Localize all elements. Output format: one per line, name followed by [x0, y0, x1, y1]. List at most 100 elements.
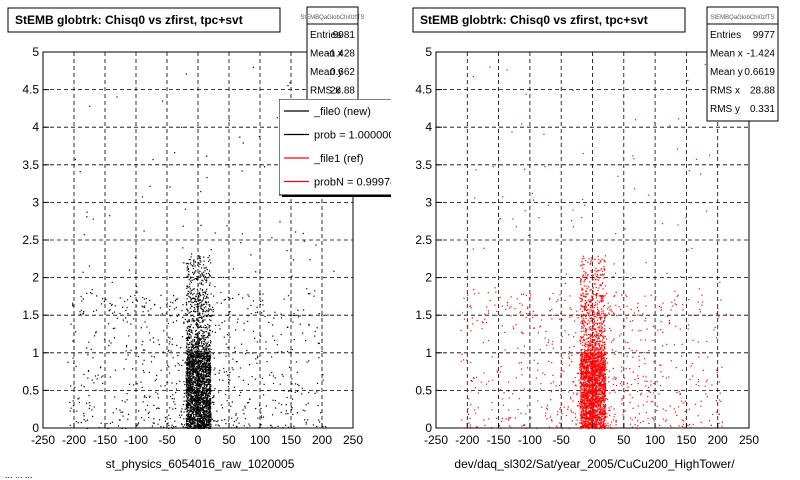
data-point	[169, 337, 171, 339]
data-point	[188, 424, 191, 426]
data-point	[200, 424, 202, 426]
data-point	[190, 357, 192, 360]
data-point	[593, 423, 595, 425]
data-point	[189, 334, 191, 336]
data-point	[102, 298, 104, 300]
data-point	[199, 386, 201, 388]
data-point	[296, 412, 299, 414]
data-point	[209, 356, 211, 358]
data-point	[198, 409, 200, 411]
data-point	[204, 301, 206, 304]
data-point	[204, 319, 206, 321]
data-point	[204, 381, 206, 383]
data-point	[206, 422, 208, 424]
data-point	[209, 275, 211, 277]
data-point	[194, 404, 196, 406]
data-point	[208, 366, 210, 368]
data-point	[195, 350, 197, 352]
data-point	[115, 408, 117, 410]
data-point	[168, 424, 170, 426]
data-point	[116, 317, 118, 319]
data-point	[213, 403, 215, 405]
data-point	[70, 407, 72, 409]
data-point	[99, 367, 102, 369]
data-point	[200, 375, 202, 377]
data-point	[283, 298, 285, 300]
data-point	[202, 392, 204, 394]
data-point	[174, 365, 176, 367]
data-point	[599, 368, 601, 370]
data-point	[204, 414, 206, 416]
data-point	[207, 336, 209, 338]
data-point	[308, 391, 310, 394]
data-point	[186, 358, 188, 360]
data-point	[206, 402, 208, 404]
data-point	[142, 401, 144, 403]
data-point	[206, 280, 208, 282]
data-point	[192, 302, 194, 304]
data-point	[204, 366, 206, 368]
data-point	[585, 366, 587, 369]
data-point	[592, 359, 594, 361]
data-point	[109, 422, 112, 425]
data-point	[593, 359, 595, 361]
data-point	[199, 402, 202, 404]
data-point	[187, 369, 189, 371]
data-point	[205, 355, 207, 357]
data-point	[189, 390, 191, 392]
data-point	[594, 358, 596, 360]
data-point	[600, 360, 602, 362]
data-point	[126, 344, 128, 347]
data-point	[197, 398, 199, 400]
data-point	[602, 359, 605, 361]
data-point	[110, 342, 112, 344]
data-point	[189, 366, 191, 369]
data-point	[317, 342, 319, 344]
data-point	[194, 419, 196, 421]
data-point	[179, 380, 181, 382]
data-point	[195, 376, 198, 378]
data-point	[591, 361, 593, 363]
data-point	[83, 412, 85, 415]
data-point	[207, 382, 209, 384]
data-point	[186, 345, 188, 347]
data-point	[191, 385, 193, 387]
data-point	[199, 293, 201, 296]
data-point	[188, 320, 191, 322]
y-tick-label: 0	[32, 421, 39, 435]
data-point	[194, 397, 196, 399]
data-point	[208, 383, 210, 385]
data-point	[185, 418, 187, 420]
data-point	[580, 372, 583, 374]
data-point	[185, 350, 187, 352]
data-point	[80, 384, 83, 386]
data-point	[195, 348, 197, 350]
data-point	[153, 303, 156, 305]
data-point	[194, 362, 196, 365]
data-point	[208, 344, 210, 346]
data-point	[78, 401, 80, 404]
data-point	[186, 418, 188, 421]
data-point	[193, 365, 196, 367]
data-point	[205, 337, 207, 339]
data-point	[206, 389, 208, 391]
data-point	[595, 397, 597, 399]
data-point	[291, 383, 293, 385]
data-point	[192, 411, 194, 413]
data-point	[197, 333, 199, 335]
data-point	[191, 427, 193, 430]
data-point	[234, 351, 236, 353]
data-point	[153, 422, 155, 424]
data-point	[195, 397, 197, 400]
data-point	[207, 294, 209, 296]
data-point	[196, 379, 198, 381]
data-point	[590, 366, 592, 368]
data-point	[200, 426, 202, 428]
data-point	[585, 366, 587, 368]
data-point	[203, 310, 205, 312]
data-point	[589, 391, 591, 393]
data-point	[210, 275, 212, 277]
data-point	[127, 354, 129, 356]
data-point	[581, 421, 584, 423]
data-point	[160, 369, 162, 371]
